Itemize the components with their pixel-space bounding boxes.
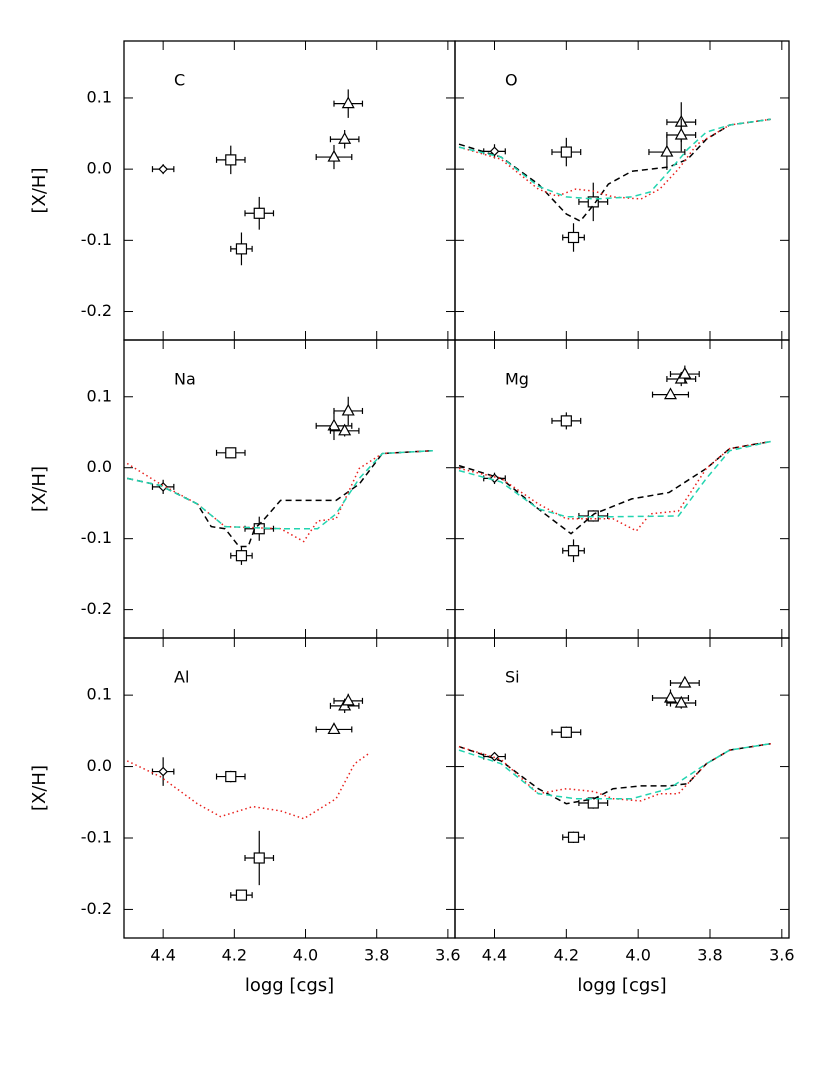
y-tick-label: -0.1 <box>81 230 112 249</box>
model-line <box>127 449 433 530</box>
square-marker <box>235 243 248 255</box>
model-line <box>458 118 771 200</box>
panel-frame <box>454 637 790 939</box>
x-tick-label: 4.0 <box>293 946 318 965</box>
panel-label: Si <box>505 668 520 687</box>
model-line <box>458 440 771 535</box>
diamond-marker <box>158 164 168 174</box>
model-line <box>458 440 771 518</box>
triangle-marker <box>678 675 692 688</box>
square-marker <box>235 889 248 901</box>
y-axis-label: [X/H] <box>29 466 50 512</box>
triangle-marker <box>663 690 677 703</box>
triangle-marker <box>338 131 352 144</box>
panel-label: Na <box>174 370 196 389</box>
square-marker <box>235 550 248 562</box>
y-tick-label: 0.0 <box>87 457 112 476</box>
y-tick-label: 0.1 <box>87 386 112 405</box>
square-marker <box>225 447 237 459</box>
y-tick-label: -0.2 <box>81 301 112 320</box>
x-tick-label: 3.8 <box>697 946 722 965</box>
panel-label: Al <box>174 668 189 687</box>
panel-label: O <box>505 71 518 90</box>
square-marker <box>567 231 580 244</box>
triangle-marker <box>327 722 341 735</box>
panel-label: C <box>174 71 185 90</box>
x-tick-label: 3.8 <box>364 946 389 965</box>
model-line <box>126 753 369 820</box>
square-marker <box>253 207 265 219</box>
x-tick-label: 4.2 <box>554 946 579 965</box>
triangle-marker <box>663 387 677 400</box>
diamond-marker <box>158 766 168 777</box>
y-axis-label: [X/H] <box>29 765 50 811</box>
x-tick-label: 3.6 <box>435 946 460 965</box>
triangle-marker <box>341 96 355 109</box>
square-marker <box>567 545 580 557</box>
square-marker <box>560 146 572 158</box>
x-tick-label: 4.4 <box>150 946 175 965</box>
model-line <box>458 118 771 223</box>
y-tick-label: -0.2 <box>81 899 112 918</box>
model-line <box>458 742 771 800</box>
y-tick-label: -0.2 <box>81 599 112 618</box>
square-marker <box>587 196 599 208</box>
model-line <box>458 440 771 532</box>
y-tick-label: -0.1 <box>81 828 112 847</box>
triangle-marker <box>674 127 688 140</box>
square-marker <box>560 726 572 738</box>
x-tick-label: 3.6 <box>769 946 794 965</box>
y-tick-label: 0.1 <box>87 87 112 106</box>
y-axis-label: [X/H] <box>29 168 50 214</box>
triangle-marker <box>341 693 355 706</box>
square-marker <box>225 154 237 166</box>
x-axis-label: logg [cgs] <box>577 975 666 996</box>
x-tick-label: 4.4 <box>482 946 507 965</box>
model-line <box>126 449 433 543</box>
x-tick-label: 4.2 <box>222 946 247 965</box>
triangle-marker <box>327 149 341 162</box>
model-line <box>458 742 771 805</box>
y-tick-label: 0.0 <box>87 159 112 178</box>
square-marker <box>225 770 237 783</box>
triangle-marker <box>327 418 341 431</box>
panel-label: Mg <box>505 370 529 389</box>
square-marker <box>567 831 580 843</box>
y-tick-label: -0.1 <box>81 528 112 547</box>
y-tick-label: 0.1 <box>87 685 112 704</box>
model-line <box>458 118 771 200</box>
square-marker <box>560 415 572 427</box>
triangle-marker <box>674 695 688 708</box>
x-tick-label: 4.0 <box>625 946 650 965</box>
model-line <box>127 449 433 548</box>
model-line <box>458 742 771 802</box>
diamond-marker <box>489 146 500 157</box>
triangle-marker <box>341 403 355 416</box>
square-marker <box>587 797 599 809</box>
x-axis-label: logg [cgs] <box>245 975 334 996</box>
triangle-marker <box>338 423 352 436</box>
triangle-marker <box>678 366 692 379</box>
triangle-marker <box>660 144 674 157</box>
square-marker <box>253 852 265 864</box>
y-tick-label: 0.0 <box>87 756 112 775</box>
